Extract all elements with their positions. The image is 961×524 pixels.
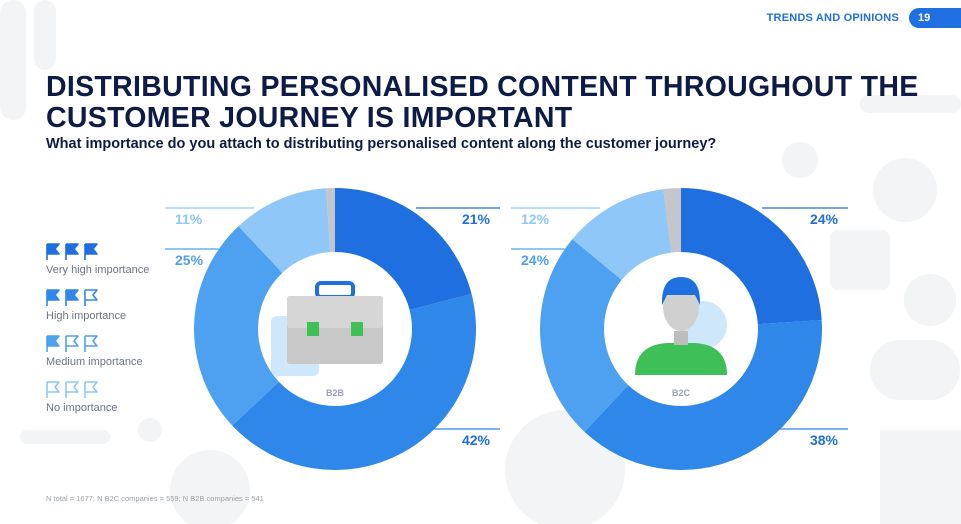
- flag-icon: [65, 335, 79, 352]
- donut-slice: [232, 293, 476, 470]
- flag-icon: [65, 243, 79, 260]
- flag-icon: [65, 289, 79, 306]
- donut-slice: [194, 226, 283, 426]
- flag-icon: [46, 381, 60, 398]
- donut-chart-b2b: 21% 42% 25% 11% B2B: [165, 188, 500, 470]
- page-title: DISTRIBUTING PERSONALISED CONTENT THROUG…: [46, 71, 919, 134]
- flag-icon: [46, 243, 60, 260]
- data-label: 11%: [175, 211, 203, 227]
- flag-icon: [84, 381, 98, 398]
- flag-icon: [84, 243, 98, 260]
- donut-slice: [584, 320, 822, 470]
- flag-icon: [65, 381, 79, 398]
- center-label: B2B: [326, 388, 345, 398]
- data-label: 21%: [462, 211, 491, 227]
- chart-legend: Very high importance High importance Mediu…: [46, 243, 149, 427]
- legend-label: Very high importance: [46, 264, 150, 276]
- flag-icon: [84, 335, 98, 352]
- top-bar: TRENDS AND OPINIONS 19: [767, 8, 961, 28]
- donut-chart-b2c: 24% 38% 24% 12% B2C: [511, 188, 848, 470]
- legend-label: No importance: [46, 402, 118, 414]
- flag-icon: [46, 289, 60, 306]
- flag-icon: [84, 289, 98, 306]
- briefcase-icon: [271, 281, 383, 376]
- data-label: 24%: [521, 252, 550, 268]
- data-label: 42%: [462, 432, 491, 448]
- donut-slice: [540, 239, 629, 432]
- legend-label: High importance: [46, 310, 127, 322]
- person-icon: [635, 277, 727, 375]
- center-label: B2C: [672, 388, 691, 398]
- donut-slice: [572, 189, 672, 280]
- legend-item: Medium importance: [46, 335, 149, 381]
- section-label: TRENDS AND OPINIONS: [766, 12, 899, 24]
- legend-item: No importance: [46, 381, 149, 427]
- donut-slice: [681, 188, 822, 325]
- donut-slice: [326, 188, 335, 253]
- page-number-badge: 19: [909, 8, 961, 28]
- data-label: 38%: [810, 432, 839, 448]
- donut-slice: [238, 188, 331, 273]
- data-label: 24%: [810, 211, 839, 227]
- legend-item: Very high importance: [46, 243, 149, 289]
- donut-slice: [335, 188, 472, 310]
- legend-label: Medium importance: [46, 356, 143, 368]
- data-label: 25%: [175, 252, 204, 268]
- legend-item: High importance: [46, 289, 149, 335]
- page-subtitle: What importance do you attach to distrib…: [46, 136, 717, 152]
- flag-icon: [46, 335, 60, 352]
- data-label: 12%: [521, 211, 550, 227]
- footnote: N total = 1677; N B2C companies = 559; N…: [46, 494, 264, 503]
- donut-slice: [663, 188, 681, 253]
